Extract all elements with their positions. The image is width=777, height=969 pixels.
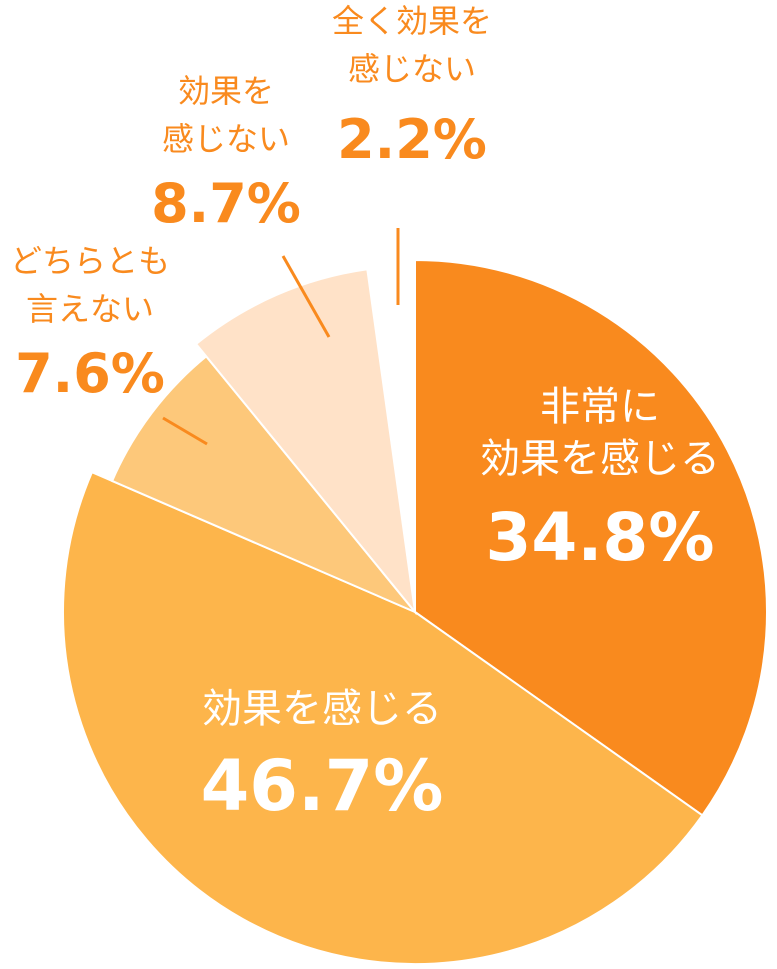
pie-slice-0 (414, 258, 768, 817)
slice-label-1: 効果を感じる 46.7% (201, 686, 444, 827)
pie-slice-1 (62, 470, 704, 966)
slice-connector-2 (162, 416, 208, 446)
pie-slice-2 (110, 355, 416, 613)
slice-name-1-line-0: 効果を感じる (202, 686, 442, 732)
slice-percent-3: 8.7% (151, 172, 301, 235)
slice-name-2-line-1: 言えない (26, 290, 154, 328)
slice-percent-1: 46.7% (201, 745, 444, 827)
pie-slice-3 (194, 268, 417, 616)
slice-connector-3 (281, 255, 331, 338)
slice-name-4-line-0: 全く効果を (332, 2, 492, 40)
pie-slice-4 (364, 249, 416, 603)
slice-percent-2: 7.6% (15, 342, 165, 405)
slice-name-3-line-1: 感じない (162, 120, 290, 158)
slice-percent-4: 2.2% (337, 108, 487, 171)
slice-name-2-line-0: どちらとも (10, 242, 170, 280)
slice-name-0-line-1: 効果を感じる (480, 436, 720, 482)
slice-name-3-line-0: 効果を (178, 72, 274, 110)
slice-percent-0: 34.8% (486, 499, 715, 576)
slice-name-4-line-1: 感じない (348, 50, 476, 88)
slice-name-0-line-0: 非常に (540, 384, 660, 430)
